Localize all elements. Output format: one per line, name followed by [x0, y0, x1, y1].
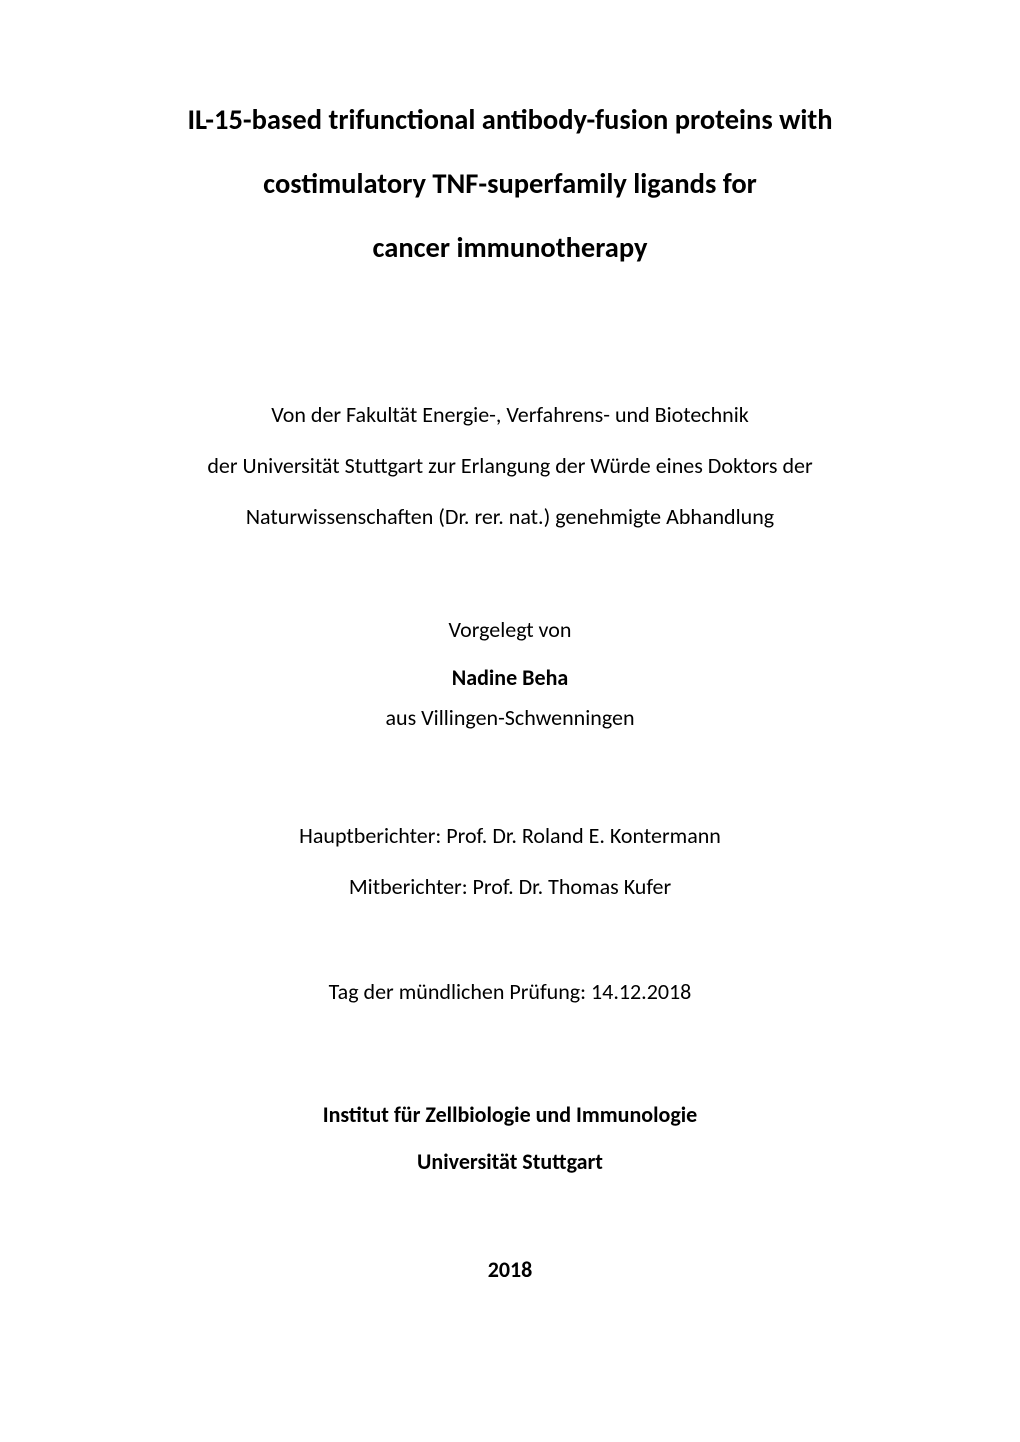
institute-line-2: Universität Stuttgart	[417, 1145, 603, 1178]
author-name: Nadine Beha	[452, 664, 569, 691]
institute-line-1: Institut für Zellbiologie und Immunologi…	[323, 1098, 698, 1131]
thesis-title-line-3: cancer immunotherapy	[373, 228, 648, 268]
faculty-line-1: Von der Fakultät Energie-, Verfahrens- u…	[271, 398, 749, 431]
thesis-title-line-1: IL-15-based trifunctional antibody-fusio…	[187, 100, 832, 140]
year: 2018	[488, 1256, 533, 1283]
main-examiner: Hauptberichter: Prof. Dr. Roland E. Kont…	[299, 819, 721, 852]
title-page: IL-15-based trifunctional antibody-fusio…	[0, 0, 1020, 1442]
faculty-line-2: der Universität Stuttgart zur Erlangung …	[207, 449, 812, 482]
faculty-line-3: Naturwissenschaften (Dr. rer. nat.) gene…	[246, 500, 774, 533]
oral-exam-date: Tag der mündlichen Prüfung: 14.12.2018	[329, 975, 692, 1008]
submitted-by-label: Vorgelegt von	[449, 613, 572, 646]
thesis-title-line-2: costimulatory TNF-superfamily ligands fo…	[263, 164, 757, 204]
co-examiner: Mitberichter: Prof. Dr. Thomas Kufer	[349, 870, 671, 903]
author-origin: aus Villingen-Schwenningen	[385, 701, 634, 734]
